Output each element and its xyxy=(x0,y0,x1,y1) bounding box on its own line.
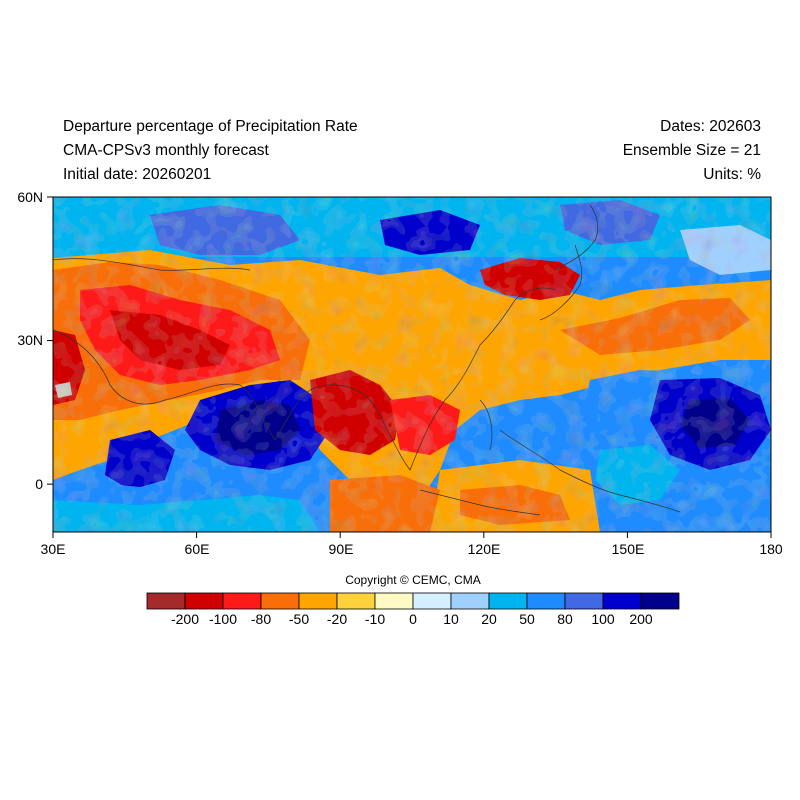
precipitation-departure-map xyxy=(47,196,772,538)
y-tick-label-30n: 30N xyxy=(17,332,43,348)
colorbar-swatch xyxy=(564,592,604,610)
colorbar-swatch xyxy=(184,592,224,610)
colorbar-swatch xyxy=(526,592,566,610)
ensemble-size-label: Ensemble Size = 21 xyxy=(622,142,761,159)
colorbar-swatch xyxy=(260,592,300,610)
colorbar-label: 20 xyxy=(481,611,497,627)
colorbar-swatch xyxy=(146,592,186,610)
colorbar-label: 200 xyxy=(629,611,653,627)
colorbar-label: 50 xyxy=(519,611,535,627)
colorbar-swatch xyxy=(640,592,680,610)
colorbar-swatch xyxy=(374,592,414,610)
colorbar-swatch xyxy=(488,592,528,610)
colorbar-label: -50 xyxy=(288,611,310,627)
map-title: Departure percentage of Precipitation Ra… xyxy=(63,118,358,135)
colorbar-label: 80 xyxy=(557,611,573,627)
colorbar-label: -100 xyxy=(208,611,238,627)
colorbar-label: 100 xyxy=(591,611,615,627)
x-tick-label-120e: 120E xyxy=(467,541,501,557)
x-tick-label-180: 180 xyxy=(759,541,783,557)
dates-label: Dates: 202603 xyxy=(660,118,761,135)
colorbar-swatch xyxy=(336,592,376,610)
map-field xyxy=(53,197,771,532)
copyright-notice: Copyright © CEMC, CMA xyxy=(345,573,481,587)
x-tick-label-150e: 150E xyxy=(611,541,645,557)
colorbar-swatch xyxy=(412,592,452,610)
colorbar-label: -10 xyxy=(364,611,386,627)
colorbar-swatch xyxy=(298,592,338,610)
x-tick-label-30e: 30E xyxy=(40,541,66,557)
model-label: CMA-CPSv3 monthly forecast xyxy=(63,142,269,159)
x-tick-label-90e: 90E xyxy=(328,541,354,557)
colorbar-label: -20 xyxy=(326,611,348,627)
colorbar-swatch xyxy=(450,592,490,610)
initial-date-label: Initial date: 20260201 xyxy=(63,166,212,183)
colorbar-label: -80 xyxy=(250,611,272,627)
colorbar-label: 0 xyxy=(409,611,417,627)
colorbar-swatch xyxy=(222,592,262,610)
coastlines xyxy=(53,204,681,516)
colorbar-label: 10 xyxy=(443,611,459,627)
y-tick-label-60n: 60N xyxy=(17,189,43,205)
colorbar xyxy=(146,592,680,610)
colorbar-swatch xyxy=(602,592,642,610)
map-frame xyxy=(52,196,772,533)
x-tick-label-60e: 60E xyxy=(184,541,210,557)
y-tick-label-0: 0 xyxy=(35,476,43,492)
units-label: Units: % xyxy=(703,166,761,183)
colorbar-label: -200 xyxy=(170,611,200,627)
